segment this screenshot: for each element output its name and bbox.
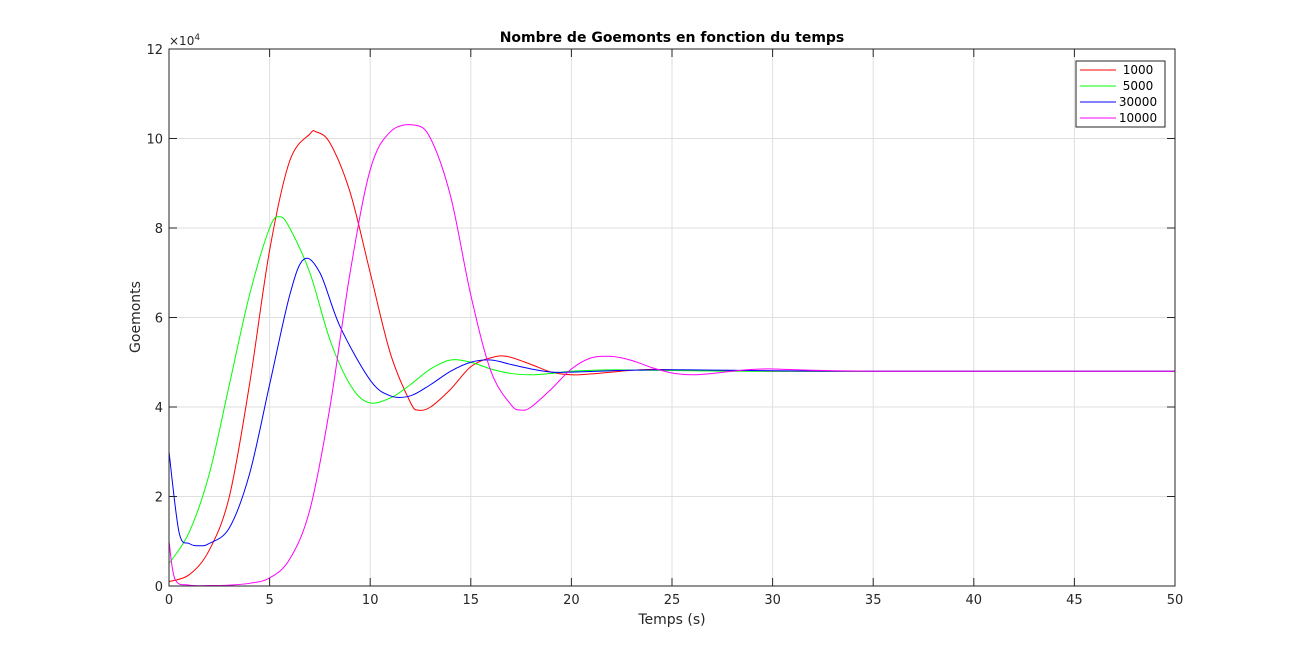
y-tick-label: 4: [155, 401, 163, 416]
x-tick-label: 50: [1167, 593, 1184, 608]
y-tick-label: 2: [155, 491, 163, 506]
legend-label: 30000: [1119, 95, 1157, 109]
y-tick-label: 12: [146, 43, 163, 58]
y-axis-label: Goemonts: [128, 281, 144, 353]
x-tick-label: 20: [563, 593, 580, 608]
legend-label: 1000: [1123, 63, 1154, 77]
x-tick-label: 15: [463, 593, 480, 608]
y-axis-exponent-power: 4: [194, 33, 200, 43]
series-line-30000: [168, 257, 1175, 547]
chart-title: Nombre de Goemonts en fonction du temps: [500, 30, 845, 46]
x-tick-label: 0: [165, 593, 173, 608]
y-tick-label: 8: [155, 222, 163, 237]
x-axis-label: Temps (s): [637, 612, 705, 628]
legend-label: 10000: [1119, 111, 1157, 125]
y-axis-exponent: ×104: [169, 33, 200, 48]
x-tick-label: 45: [1066, 593, 1083, 608]
y-tick-label: 6: [155, 312, 163, 327]
x-tick-label: 10: [362, 593, 379, 608]
x-tick-label: 30: [764, 593, 781, 608]
y-tick-label: 10: [146, 133, 163, 148]
x-tick-label: 40: [966, 593, 983, 608]
x-tick-label: 35: [865, 593, 882, 608]
ticks: 0 5 10 15 20 25 30 35 40 45 50 0 2 4 6 8 10 12: [146, 43, 1183, 608]
legend-label: 5000: [1123, 79, 1154, 93]
y-tick-label: 0: [155, 580, 163, 595]
x-tick-label: 25: [664, 593, 681, 608]
series-line-10000: [168, 124, 1175, 587]
series-layer: [168, 124, 1175, 587]
legend-box: [1075, 60, 1166, 128]
x-tick-label: 5: [265, 593, 273, 608]
y-axis-exponent-base: ×10: [169, 34, 194, 48]
legend: 1000 5000 30000 10000: [1075, 60, 1166, 128]
